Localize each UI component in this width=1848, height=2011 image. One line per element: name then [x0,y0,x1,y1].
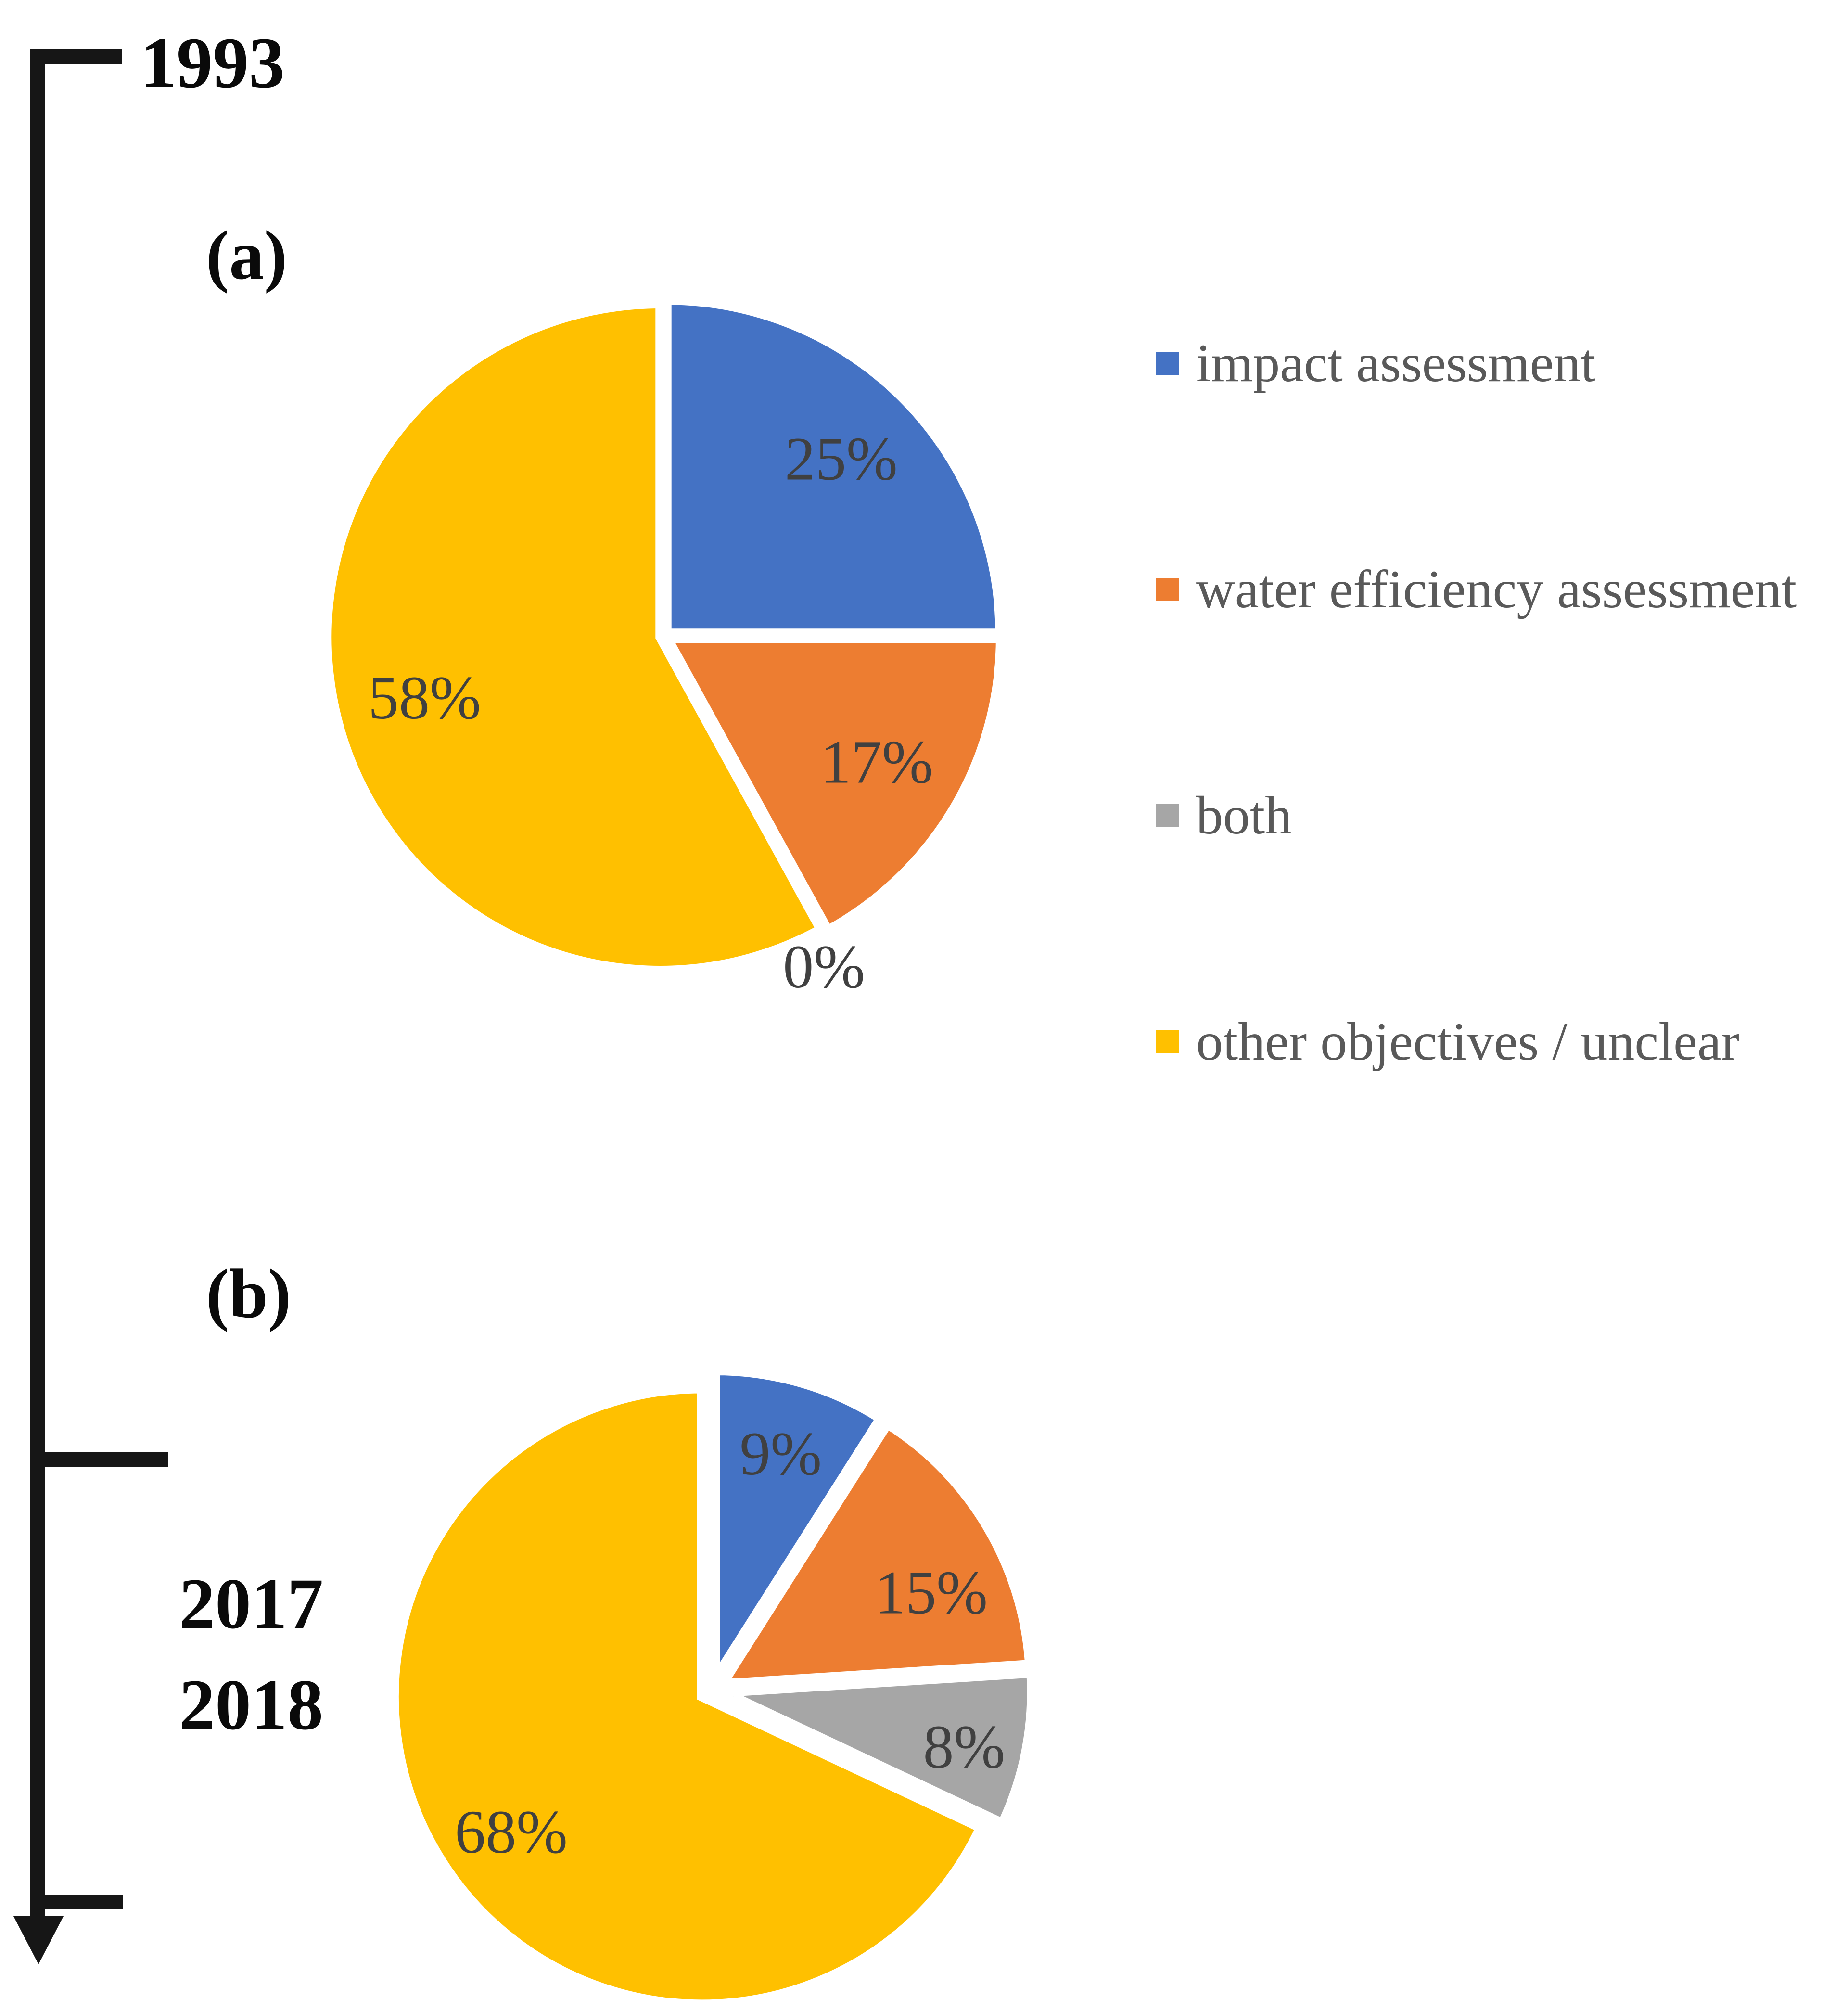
legend-label: other objectives / unclear [1196,1012,1739,1072]
legend-item-water-efficiency-assessment: water efficiency assessment [1156,556,1797,623]
pie-b-slice-water-efficiency-assessment [713,1417,1035,1690]
panel-a-label: (a) [206,217,288,294]
timeline-bottom-tick [38,1895,123,1909]
pie-a-slice-water-efficiency-assessment [659,633,1006,937]
pie-b-slice-impact-assessment [711,1365,887,1695]
panel-b-label: (b) [206,1255,292,1332]
pie-a-slice-other-objectives-unclear [322,298,828,975]
pie-a-slice-impact-assessment [662,295,1005,639]
pie-chart-a: 25% 17% 0% 58% [322,295,1006,1001]
legend-label: both [1196,786,1292,845]
timeline-mid-tick [38,1452,168,1467]
pie-a-percent-label-0pct: 0% [783,933,865,1001]
timeline-axis [13,49,168,1964]
pie-chart-b: 9% 15% 8% 68% [389,1365,1037,2010]
pie-b-percent-label-8pct: 8% [923,1713,1005,1781]
pie-a-percent-label-17pct: 17% [820,728,933,796]
legend-swatch-impact-assessment [1156,352,1179,375]
timeline-vertical-line [30,49,45,1921]
legend-item-both: both [1156,782,1797,849]
year-label-1993: 1993 [140,23,285,103]
legend-swatch-other-objectives-unclear [1156,1030,1179,1053]
legend-label: impact assessment [1196,333,1596,393]
year-label-2018: 2018 [179,1665,323,1745]
legend-label: water efficiency assessment [1196,560,1797,619]
legend-item-impact-assessment: impact assessment [1156,330,1797,397]
legend-item-other-objectives-unclear: other objectives / unclear [1156,1008,1797,1076]
pie-b-percent-label-68pct: 68% [455,1798,568,1866]
timeline-arrowhead-icon [13,1916,64,1964]
pie-a-percent-label-58pct: 58% [368,664,481,732]
pie-b-slice-both [722,1667,1037,1830]
legend-swatch-water-efficiency-assessment [1156,578,1179,601]
legend-swatch-both [1156,804,1179,827]
pie-b-percent-label-9pct: 9% [739,1420,822,1488]
pie-a-percent-label-25pct: 25% [785,425,898,493]
pie-b-percent-label-15pct: 15% [875,1559,988,1627]
pie-b-slice-other-objectives-unclear [389,1383,987,2010]
legend: impact assessment water efficiency asses… [1156,330,1797,1076]
year-label-2017: 2017 [179,1564,323,1644]
